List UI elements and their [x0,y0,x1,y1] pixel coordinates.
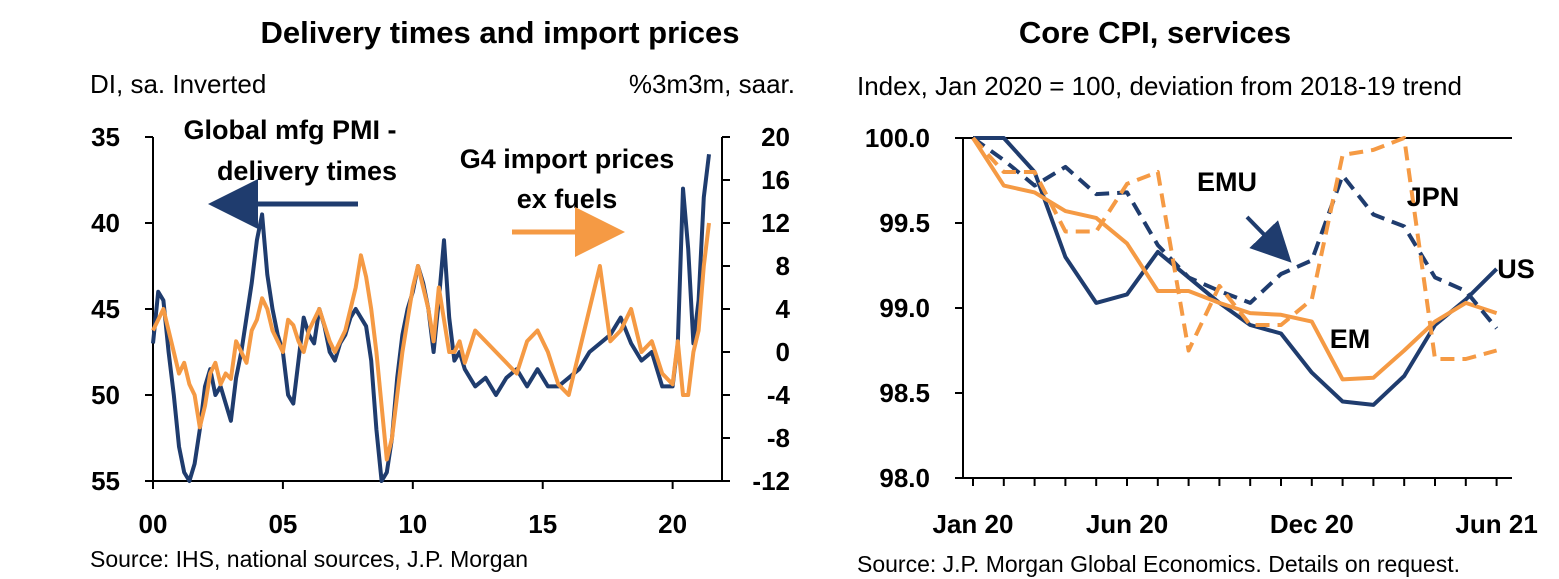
left-x-tick-label: 20 [658,509,687,539]
left-x-tick-label: 05 [268,509,297,539]
cpi-y-tick-label: 99.5 [879,208,930,238]
pmi-delivery-times-line [151,153,711,483]
right-y-tick-label: 0 [776,337,790,367]
left-y-tick-label: 45 [91,294,120,324]
right-y-tick-label: 20 [761,122,790,152]
emu-arrow-icon [1245,215,1292,263]
left-source-note: Source: IHS, national sources, J.P. Morg… [90,546,528,572]
series-label-jpn: JPN [1407,182,1460,212]
import-prices-line [151,222,711,462]
right-y-tick-label: 4 [776,294,791,324]
left-y-tick-label: 40 [91,208,120,238]
right-y-tick-label: 12 [761,208,790,238]
cpi-line-us [973,136,1499,407]
right-y-tick-label: -12 [752,466,790,496]
left-x-tick-label: 15 [528,509,557,539]
right-source-note: Source: J.P. Morgan Global Economics. De… [857,551,1460,577]
series-label-em: EM [1330,324,1371,354]
imports-annotation-line2: ex fuels [517,184,618,214]
cpi-y-tick-label: 99.0 [879,293,930,323]
left-y-tick-label: 50 [91,380,120,410]
cpi-x-tick-label: Jun 20 [1086,509,1168,539]
left-y-tick-label: 55 [91,466,120,496]
cpi-x-tick-label: Jan 20 [933,509,1014,539]
right-axis-unit-label: %3m3m, saar. [629,69,795,99]
cpi-x-tick-label: Dec 20 [1270,509,1354,539]
cpi-line-emu [971,136,1499,330]
cpi-y-tick-label: 100.0 [865,123,930,153]
pmi-annotation-line2: delivery times [217,156,397,186]
series-label-us: US [1497,254,1535,284]
right-chart-subtitle: Index, Jan 2020 = 100, deviation from 20… [857,71,1462,101]
left-x-tick-label: 00 [139,509,168,539]
right-y-tick-label: -8 [767,423,790,453]
cpi-line-em [971,136,1498,382]
right-y-tick-label: 8 [776,251,790,281]
left-chart-title: Delivery times and import prices [261,15,740,50]
right-y-tick-label: -4 [767,380,791,410]
imports-annotation-line1: G4 import prices [460,144,675,174]
right-chart-title: Core CPI, services [1019,15,1291,50]
pmi-annotation-line1: Global mfg PMI - [184,115,397,145]
cpi-line-jpn [971,136,1498,361]
cpi-y-tick-label: 98.0 [879,463,930,493]
right-y-tick-label: 16 [761,165,790,195]
cpi-x-tick-label: Jun 21 [1455,509,1537,539]
series-label-emu: EMU [1197,167,1257,197]
left-axis-unit-label: DI, sa. Inverted [90,69,266,99]
left-x-tick-label: 10 [398,509,427,539]
left-y-tick-label: 35 [91,122,120,152]
cpi-y-tick-label: 98.5 [879,378,930,408]
